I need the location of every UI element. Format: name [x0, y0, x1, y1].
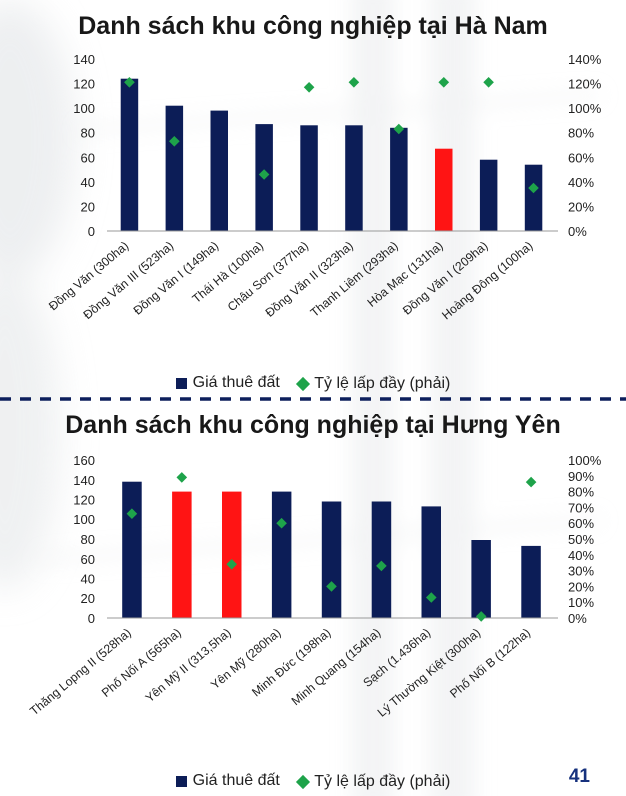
- svg-text:60%: 60%: [568, 516, 594, 531]
- svg-text:80: 80: [81, 126, 95, 141]
- svg-text:Đồng Văn I (149ha): Đồng Văn I (149ha): [131, 239, 221, 318]
- svg-text:70%: 70%: [568, 500, 594, 515]
- svg-text:30%: 30%: [568, 564, 594, 579]
- svg-text:40: 40: [81, 175, 95, 190]
- svg-text:50%: 50%: [568, 532, 594, 547]
- svg-text:120: 120: [73, 493, 95, 508]
- svg-text:80%: 80%: [568, 126, 594, 141]
- svg-text:10%: 10%: [568, 595, 594, 610]
- svg-text:160: 160: [73, 454, 95, 468]
- svg-text:140: 140: [73, 55, 95, 67]
- svg-text:80%: 80%: [568, 485, 594, 500]
- svg-text:Châu Sơn (377ha): Châu Sơn (377ha): [225, 239, 311, 315]
- svg-text:Đồng Văn (300ha): Đồng Văn (300ha): [46, 239, 131, 314]
- svg-text:0%: 0%: [568, 611, 587, 626]
- svg-text:20%: 20%: [568, 199, 594, 214]
- svg-text:40%: 40%: [568, 175, 594, 190]
- svg-text:60%: 60%: [568, 150, 594, 165]
- svg-text:40: 40: [81, 572, 95, 587]
- svg-text:120: 120: [73, 77, 95, 92]
- svg-text:Minh Quang (154ha): Minh Quang (154ha): [289, 626, 384, 709]
- svg-text:40%: 40%: [568, 548, 594, 563]
- svg-text:120%: 120%: [568, 77, 602, 92]
- svg-text:60: 60: [81, 552, 95, 567]
- svg-text:20: 20: [81, 591, 95, 606]
- svg-text:100%: 100%: [568, 454, 602, 468]
- svg-text:140: 140: [73, 473, 95, 488]
- svg-text:0: 0: [88, 224, 95, 239]
- svg-text:140%: 140%: [568, 55, 602, 67]
- svg-text:Yên Mỹ II (313,5ha): Yên Mỹ II (313,5ha): [143, 626, 234, 706]
- svg-text:0%: 0%: [568, 224, 587, 239]
- svg-text:100: 100: [73, 512, 95, 527]
- svg-text:Hòa Mạc (131ha): Hòa Mạc (131ha): [365, 239, 446, 310]
- svg-text:80: 80: [81, 532, 95, 547]
- svg-text:100: 100: [73, 101, 95, 116]
- svg-text:20%: 20%: [568, 579, 594, 594]
- svg-text:100%: 100%: [568, 101, 602, 116]
- svg-text:20: 20: [81, 199, 95, 214]
- svg-text:60: 60: [81, 150, 95, 165]
- svg-text:Thăng Lopng II (528ha): Thăng Lopng II (528ha): [27, 626, 134, 719]
- svg-text:90%: 90%: [568, 469, 594, 484]
- svg-text:0: 0: [88, 611, 95, 626]
